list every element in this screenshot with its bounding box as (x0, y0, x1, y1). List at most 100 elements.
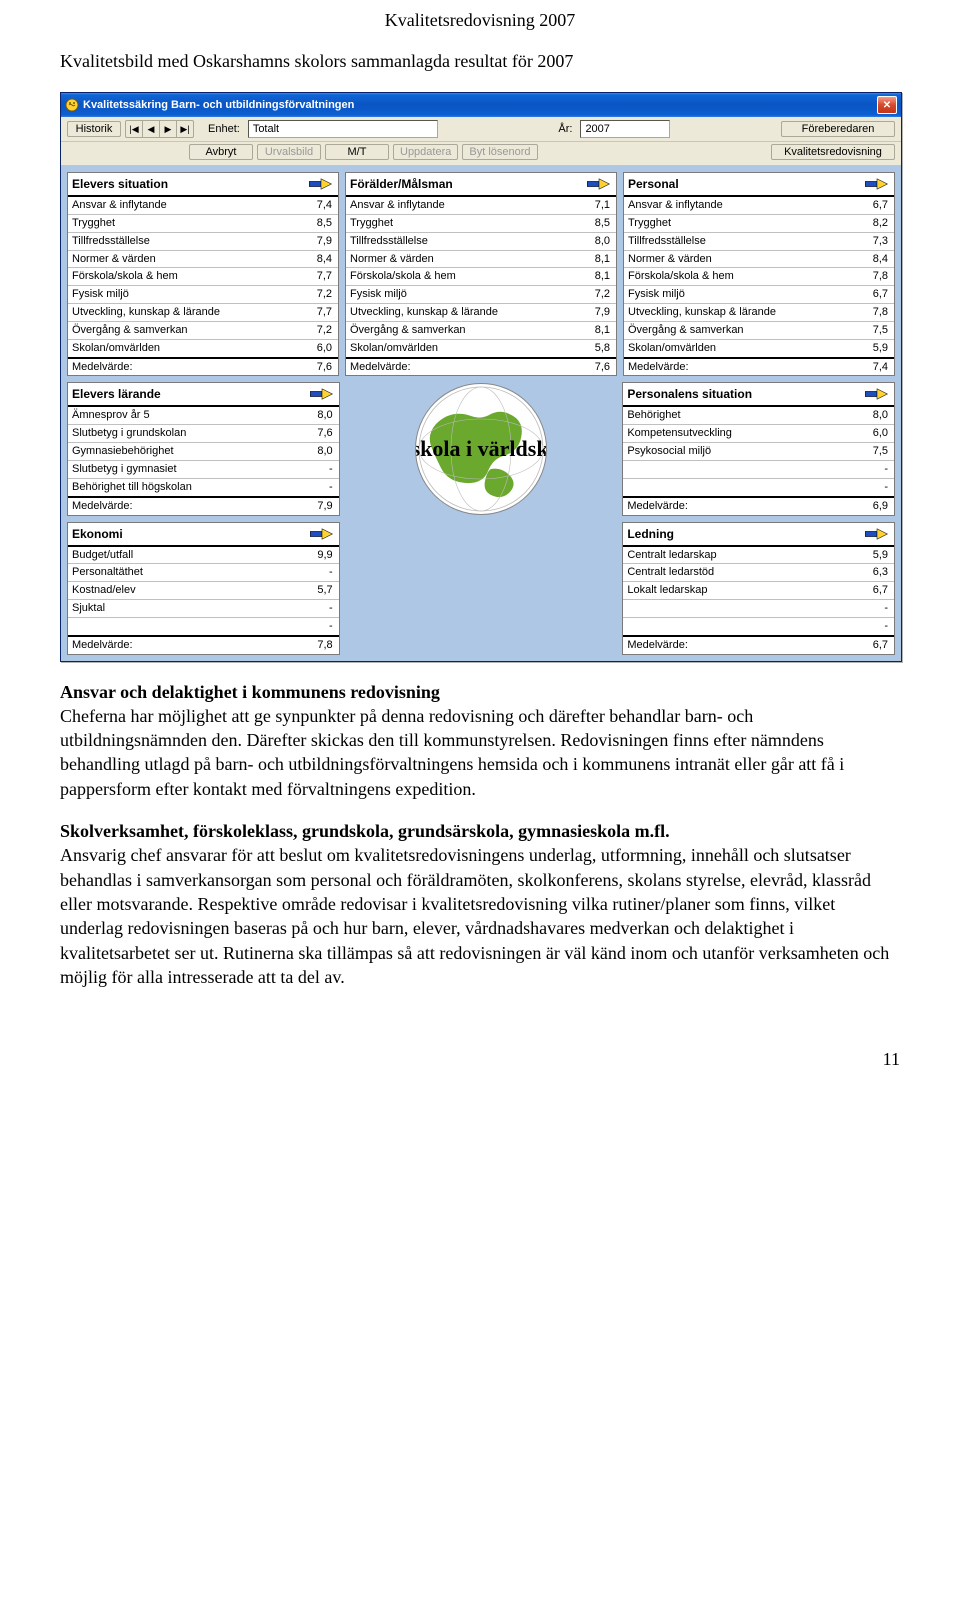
historik-button[interactable]: Historik (67, 121, 121, 137)
panel-title: Ledning (627, 527, 674, 541)
empty-cell (346, 522, 617, 655)
panels-area: Elevers situationAnsvar & inflytande7,4T… (61, 166, 901, 661)
table-row: Fysisk miljö7,2 (346, 286, 616, 304)
panel-table: Ämnesprov år 58,0Slutbetyg i grundskolan… (68, 407, 339, 514)
table-row: Normer & värden8,4 (68, 250, 338, 268)
arrow-icon[interactable] (864, 525, 890, 543)
panel-table: Ansvar & inflytande6,7Trygghet8,2Tillfre… (624, 197, 894, 375)
panel-title: Elevers lärande (72, 387, 161, 401)
table-row: Ansvar & inflytande7,1 (346, 197, 616, 214)
table-row: Trygghet8,2 (624, 214, 894, 232)
foreberedaren-button[interactable]: Föreberedaren (781, 121, 895, 137)
table-row: Tillfredsställelse8,0 (346, 232, 616, 250)
table-row: Skolan/omvärlden6,0 (68, 339, 338, 357)
table-row: Centralt ledarskap5,9 (623, 547, 894, 564)
table-row: Tillfredsställelse7,3 (624, 232, 894, 250)
mean-row: Medelvärde:6,9 (623, 497, 894, 515)
globe-text: En skola i världsklass (415, 436, 547, 462)
app-icon (65, 98, 79, 112)
globe-cell: En skola i världsklass (346, 382, 617, 515)
subheading-2: Skolverksamhet, förskoleklass, grundskol… (60, 821, 670, 841)
ar-label: År: (548, 123, 576, 135)
panel-title: Personalens situation (627, 387, 752, 401)
panel-personalens-situation: Personalens situationBehörighet8,0Kompet… (622, 382, 895, 515)
table-row: Ansvar & inflytande6,7 (624, 197, 894, 214)
arrow-icon[interactable] (864, 385, 890, 403)
body-paragraph-1: Ansvar och delaktighet i kommunens redov… (60, 680, 900, 801)
close-button[interactable]: ✕ (877, 96, 897, 114)
panel-personal: Personal Ansvar & inflytande6,7Trygghet8,… (623, 172, 895, 376)
table-row: Trygghet8,5 (346, 214, 616, 232)
panel-ledning: Ledning Centralt ledarskap5,9Centralt led… (622, 522, 895, 655)
para1-text: Cheferna har möjlighet att ge synpunkter… (60, 706, 844, 799)
subheading-1: Ansvar och delaktighet i kommunens redov… (60, 682, 440, 702)
table-row: Slutbetyg i gymnasiet- (68, 460, 339, 478)
enhet-label: Enhet: (198, 123, 244, 135)
table-row: Övergång & samverkan8,1 (346, 321, 616, 339)
panel-title: Personal (628, 177, 679, 191)
panel-table: Centralt ledarskap5,9Centralt ledarstöd6… (623, 547, 894, 654)
table-row: Fysisk miljö6,7 (624, 286, 894, 304)
table-row: Kostnad/elev5,7 (68, 582, 339, 600)
mean-row: Medelvärde:7,4 (624, 358, 894, 376)
byt-losenord-button[interactable]: Byt lösenord (462, 144, 537, 160)
nav-last-button[interactable]: ▶| (177, 121, 193, 137)
table-row: Normer & värden8,1 (346, 250, 616, 268)
arrow-icon[interactable] (586, 175, 612, 193)
table-row: Slutbetyg i grundskolan7,6 (68, 425, 339, 443)
table-row: Förskola/skola & hem7,7 (68, 268, 338, 286)
arrow-icon[interactable] (309, 525, 335, 543)
ar-field[interactable]: 2007 (580, 120, 670, 138)
table-row: Utveckling, kunskap & lärande7,8 (624, 304, 894, 322)
page-number: 11 (0, 1019, 960, 1090)
panel-table: Budget/utfall9,9Personaltäthet-Kostnad/e… (68, 547, 339, 654)
mean-row: Medelvärde:7,9 (68, 497, 339, 515)
nav-group: |◀ ◀ ▶ ▶| (125, 120, 194, 138)
table-row: Skolan/omvärlden5,9 (624, 339, 894, 357)
table-row: - (623, 600, 894, 618)
table-row: Trygghet8,5 (68, 214, 338, 232)
panel-title: Elevers situation (72, 177, 168, 191)
nav-prev-button[interactable]: ◀ (143, 121, 160, 137)
globe-logo: En skola i världsklass (346, 382, 617, 515)
panel-elevers-situation: Elevers situationAnsvar & inflytande7,4T… (67, 172, 339, 376)
body-paragraph-2: Skolverksamhet, förskoleklass, grundskol… (60, 819, 900, 989)
arrow-icon[interactable] (308, 175, 334, 193)
nav-first-button[interactable]: |◀ (126, 121, 143, 137)
table-row: - (623, 460, 894, 478)
mt-button[interactable]: M/T (325, 144, 389, 160)
panel-elevers-larande: Elevers lärande Ämnesprov år 58,0Slutbety… (67, 382, 340, 515)
table-row: Personaltäthet- (68, 564, 339, 582)
avbryt-button[interactable]: Avbryt (189, 144, 253, 160)
nav-next-button[interactable]: ▶ (160, 121, 177, 137)
table-row: - (68, 617, 339, 635)
table-row: Skolan/omvärlden5,8 (346, 339, 616, 357)
table-row: Utveckling, kunskap & lärande7,9 (346, 304, 616, 322)
arrow-icon[interactable] (309, 385, 335, 403)
window-title: Kvalitetssäkring Barn- och utbildningsfö… (83, 99, 877, 111)
table-row: Behörighet8,0 (623, 407, 894, 424)
toolbar-row-1: Historik |◀ ◀ ▶ ▶| Enhet: Totalt År: 200… (61, 117, 901, 142)
table-row: Förskola/skola & hem7,8 (624, 268, 894, 286)
arrow-icon[interactable] (864, 175, 890, 193)
table-row: Sjuktal- (68, 600, 339, 618)
content: Kvalitetsbild med Oskarshamns skolors sa… (0, 51, 960, 1019)
mean-row: Medelvärde:6,7 (623, 636, 894, 654)
urvalsbild-button[interactable]: Urvalsbild (257, 144, 321, 160)
table-row: Budget/utfall9,9 (68, 547, 339, 564)
uppdatera-button[interactable]: Uppdatera (393, 144, 458, 160)
table-row: Utveckling, kunskap & lärande7,7 (68, 304, 338, 322)
panel-foralder-malsman: Förälder/Målsman Ansvar & inflytande7,1Tr… (345, 172, 617, 376)
table-row: Psykosocial miljö7,5 (623, 443, 894, 461)
kvalitetsredovisning-button[interactable]: Kvalitetsredovisning (771, 144, 895, 160)
para2-text: Ansvarig chef ansvarar för att beslut om… (60, 845, 889, 986)
mean-row: Medelvärde:7,6 (68, 358, 338, 376)
table-row: Gymnasiebehörighet8,0 (68, 443, 339, 461)
page-header: Kvalitetsredovisning 2007 (0, 0, 960, 51)
panel-title: Förälder/Målsman (350, 177, 453, 191)
table-row: Förskola/skola & hem8,1 (346, 268, 616, 286)
table-row: Lokalt ledarskap6,7 (623, 582, 894, 600)
enhet-field[interactable]: Totalt (248, 120, 438, 138)
title-bar: Kvalitetssäkring Barn- och utbildningsfö… (61, 93, 901, 117)
app-window: Kvalitetssäkring Barn- och utbildningsfö… (60, 92, 902, 662)
